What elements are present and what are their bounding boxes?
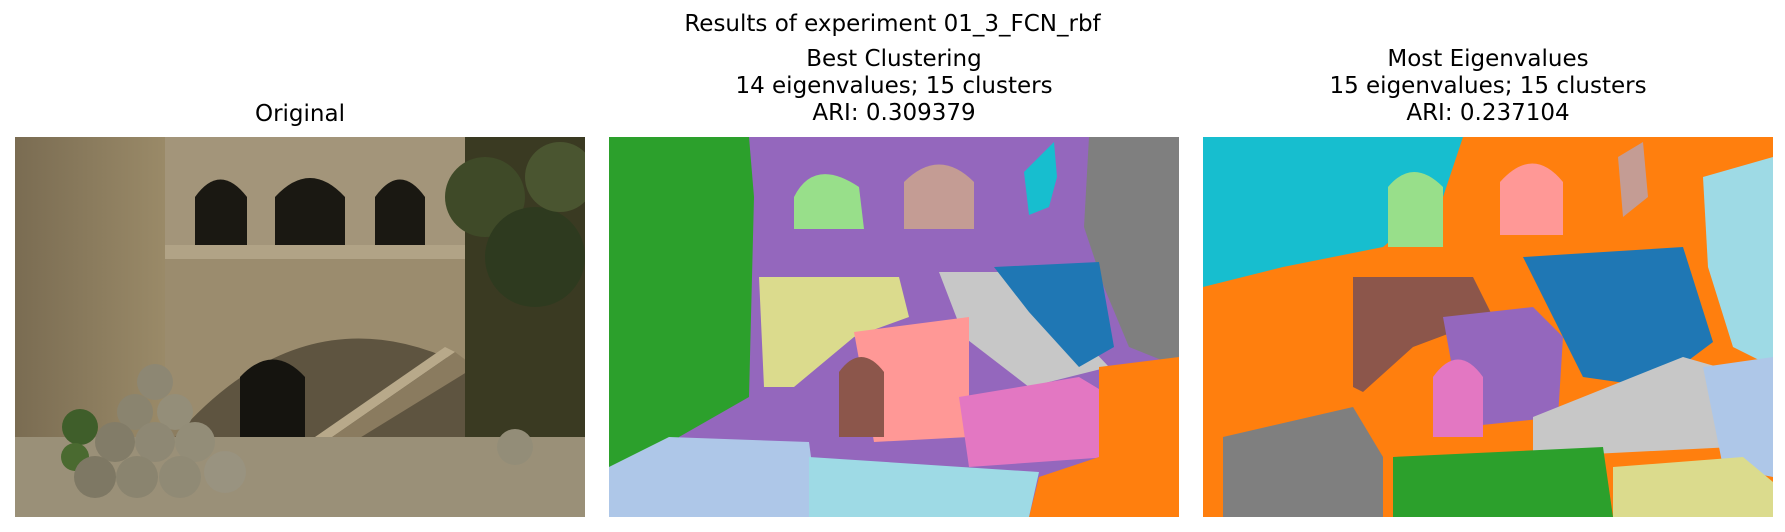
panel-title-line: ARI: 0.309379: [812, 100, 976, 126]
panel-best-clustering: Best Clustering 14 eigenvalues; 15 clust…: [609, 0, 1179, 532]
best-clustering-image: [609, 137, 1179, 517]
panel-most-eigenvalues: Most Eigenvalues 15 eigenvalues; 15 clus…: [1203, 0, 1773, 532]
panel-title-line: Best Clustering: [806, 46, 982, 72]
figure-suptitle: Results of experiment 01_3_FCN_rbf: [684, 11, 1101, 37]
panel-original: Original: [15, 0, 585, 532]
panel-title-line: Original: [254, 101, 345, 127]
panel-title-line: 14 eigenvalues; 15 clusters: [735, 73, 1053, 99]
panel-title: Best Clustering 14 eigenvalues; 15 clust…: [609, 46, 1179, 127]
panel-title-line: Most Eigenvalues: [1387, 46, 1589, 72]
panel-title-line: 15 eigenvalues; 15 clusters: [1329, 73, 1647, 99]
panel-title: Most Eigenvalues 15 eigenvalues; 15 clus…: [1203, 46, 1773, 127]
original-image: [15, 137, 585, 517]
panel-title-line: ARI: 0.237104: [1406, 100, 1570, 126]
panel-title: Original: [15, 101, 585, 128]
most-eigenvalues-image: [1203, 137, 1773, 517]
